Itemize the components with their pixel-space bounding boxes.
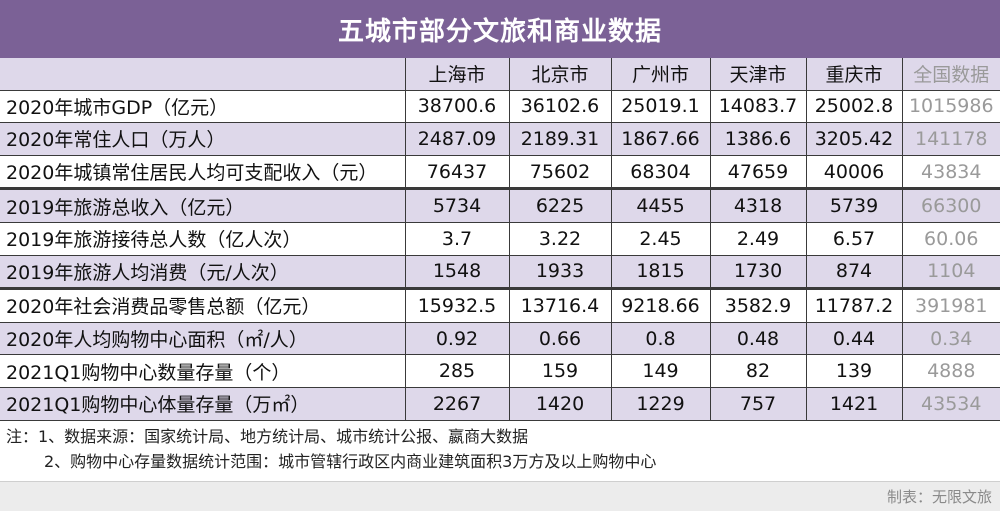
city-value-cell: 2267 (405, 387, 510, 421)
city-value-cell: 1420 (509, 387, 612, 421)
table-row: 2020年城镇常住居民人均可支配收入（元） 76437 75602 68304 4765… (0, 155, 1000, 190)
column-header-beijing: 北京市 (509, 58, 612, 91)
city-value-cell: 5734 (405, 187, 510, 223)
table-row: 2020年社会消费品零售总额（亿元） 15932.5 13716.4 9218.66 3… (0, 287, 1000, 323)
city-value-cell: 3205.42 (806, 122, 903, 156)
column-header-chongqing: 重庆市 (806, 58, 903, 91)
city-value-cell: 285 (405, 354, 510, 388)
row-label: 2020年城市GDP（亿元） (0, 90, 406, 124)
column-header-national: 全国数据 (902, 58, 1000, 91)
credit-bar: 制表：无限文旅 (0, 481, 1000, 511)
national-value-cell: 43834 (902, 155, 1000, 190)
table-row: 2019年旅游人均消费（元/人次） 1548 1933 1815 1730 874 1104 (0, 255, 1000, 290)
row-label: 2020年人均购物中心面积（㎡/人） (0, 322, 406, 356)
table-row: 2019年旅游接待总人数（亿人次） 3.7 3.22 2.45 2.49 6.57 60.0… (0, 222, 1000, 256)
city-value-cell: 68304 (611, 155, 711, 190)
city-value-cell: 82 (710, 354, 807, 388)
row-label: 2020年城镇常住居民人均可支配收入（元） (0, 155, 406, 190)
city-value-cell: 5739 (806, 187, 903, 223)
city-value-cell: 25002.8 (806, 90, 903, 124)
table-row: 2021Q1购物中心体量存量（万㎡） 2267 1420 1229 757 1421 435… (0, 387, 1000, 421)
header-blank-cell (0, 58, 406, 91)
city-value-cell: 40006 (806, 155, 903, 190)
city-value-cell: 0.92 (405, 322, 510, 356)
table-title: 五城市部分文旅和商业数据 (0, 0, 1000, 58)
table-row: 2019年旅游总收入（亿元） 5734 6225 4455 4318 5739 66300 (0, 187, 1000, 223)
row-label: 2019年旅游总收入（亿元） (0, 187, 406, 223)
footnote-1: 注：1、数据来源：国家统计局、地方统计局、城市统计公报、嬴商大数据 (6, 427, 529, 446)
city-value-cell: 0.8 (611, 322, 711, 356)
column-header-guangzhou: 广州市 (611, 58, 711, 91)
city-value-cell: 2.45 (611, 222, 711, 256)
city-value-cell: 3582.9 (710, 287, 807, 323)
national-value-cell: 0.34 (902, 322, 1000, 356)
table-row: 2020年常住人口（万人） 2487.09 2189.31 1867.66 1386.6… (0, 122, 1000, 156)
city-value-cell: 1933 (509, 255, 612, 290)
national-value-cell: 1015986 (902, 90, 1000, 124)
city-value-cell: 1421 (806, 387, 903, 421)
table-row: 2020年城市GDP（亿元） 38700.6 36102.6 25019.1 14083… (0, 90, 1000, 124)
national-value-cell: 141178 (902, 122, 1000, 156)
city-value-cell: 1229 (611, 387, 711, 421)
row-label: 2019年旅游接待总人数（亿人次） (0, 222, 406, 256)
city-value-cell: 0.48 (710, 322, 807, 356)
header-row: 上海市 北京市 广州市 天津市 重庆市 全国数据 (0, 58, 1000, 91)
data-table: 上海市 北京市 广州市 天津市 重庆市 全国数据 2020年城市GDP（亿元） 3… (0, 58, 1000, 421)
city-value-cell: 3.7 (405, 222, 510, 256)
city-value-cell: 2189.31 (509, 122, 612, 156)
city-value-cell: 76437 (405, 155, 510, 190)
row-label: 2021Q1购物中心体量存量（万㎡） (0, 387, 406, 421)
row-label: 2021Q1购物中心数量存量（个） (0, 354, 406, 388)
column-header-shanghai: 上海市 (405, 58, 510, 91)
city-value-cell: 1867.66 (611, 122, 711, 156)
city-value-cell: 25019.1 (611, 90, 711, 124)
city-value-cell: 4455 (611, 187, 711, 223)
national-value-cell: 43534 (902, 387, 1000, 421)
national-value-cell: 4888 (902, 354, 1000, 388)
credit-text: 制表：无限文旅 (886, 488, 992, 506)
footnote-2: 2、购物中心存量数据统计范围：城市管辖行政区内商业建筑面积3万方及以上购物中心 (44, 452, 657, 471)
table-row: 2020年人均购物中心面积（㎡/人） 0.92 0.66 0.8 0.48 0.44 0.3… (0, 322, 1000, 356)
city-value-cell: 2487.09 (405, 122, 510, 156)
city-value-cell: 874 (806, 255, 903, 290)
national-value-cell: 66300 (902, 187, 1000, 223)
footnotes: 注：1、数据来源：国家统计局、地方统计局、城市统计公报、嬴商大数据 2、购物中心… (6, 424, 986, 474)
national-value-cell: 60.06 (902, 222, 1000, 256)
city-value-cell: 2.49 (710, 222, 807, 256)
city-value-cell: 47659 (710, 155, 807, 190)
city-value-cell: 3.22 (509, 222, 612, 256)
city-value-cell: 38700.6 (405, 90, 510, 124)
row-label: 2020年社会消费品零售总额（亿元） (0, 287, 406, 323)
city-value-cell: 1730 (710, 255, 807, 290)
city-value-cell: 6225 (509, 187, 612, 223)
row-label: 2019年旅游人均消费（元/人次） (0, 255, 406, 290)
city-value-cell: 6.57 (806, 222, 903, 256)
city-value-cell: 1386.6 (710, 122, 807, 156)
city-value-cell: 13716.4 (509, 287, 612, 323)
column-header-tianjin: 天津市 (710, 58, 807, 91)
city-value-cell: 0.66 (509, 322, 612, 356)
city-value-cell: 757 (710, 387, 807, 421)
city-value-cell: 11787.2 (806, 287, 903, 323)
city-value-cell: 75602 (509, 155, 612, 190)
city-value-cell: 1815 (611, 255, 711, 290)
city-value-cell: 9218.66 (611, 287, 711, 323)
city-value-cell: 159 (509, 354, 612, 388)
city-value-cell: 14083.7 (710, 90, 807, 124)
table-row: 2021Q1购物中心数量存量（个） 285 159 149 82 139 4888 (0, 354, 1000, 388)
city-value-cell: 4318 (710, 187, 807, 223)
national-value-cell: 391981 (902, 287, 1000, 323)
city-value-cell: 36102.6 (509, 90, 612, 124)
city-value-cell: 0.44 (806, 322, 903, 356)
city-value-cell: 1548 (405, 255, 510, 290)
row-label: 2020年常住人口（万人） (0, 122, 406, 156)
city-value-cell: 149 (611, 354, 711, 388)
city-value-cell: 139 (806, 354, 903, 388)
national-value-cell: 1104 (902, 255, 1000, 290)
city-value-cell: 15932.5 (405, 287, 510, 323)
